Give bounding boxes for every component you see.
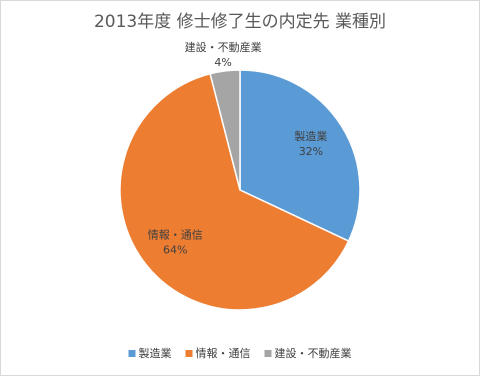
chart-title: 2013年度 修士修了生の内定先 業種別 bbox=[94, 12, 386, 32]
data-label-name: 製造業 bbox=[294, 129, 327, 143]
pie-slice bbox=[239, 69, 361, 243]
data-label-value: 64% bbox=[163, 244, 187, 257]
legend-swatch bbox=[185, 350, 193, 357]
legend-swatch bbox=[264, 350, 272, 357]
legend-swatch bbox=[128, 350, 136, 357]
data-label-value: 32% bbox=[299, 145, 323, 158]
legend-label: 情報・通信 bbox=[196, 347, 251, 360]
legend-label: 製造業 bbox=[139, 346, 172, 360]
data-label-name: 情報・通信 bbox=[148, 229, 203, 242]
legend-label: 建設・不動産業 bbox=[275, 346, 352, 360]
pie-slice bbox=[119, 72, 350, 311]
data-label-value: 4% bbox=[214, 56, 231, 69]
data-label-name: 建設・不動産業 bbox=[185, 40, 262, 54]
pie-slice bbox=[209, 69, 241, 191]
